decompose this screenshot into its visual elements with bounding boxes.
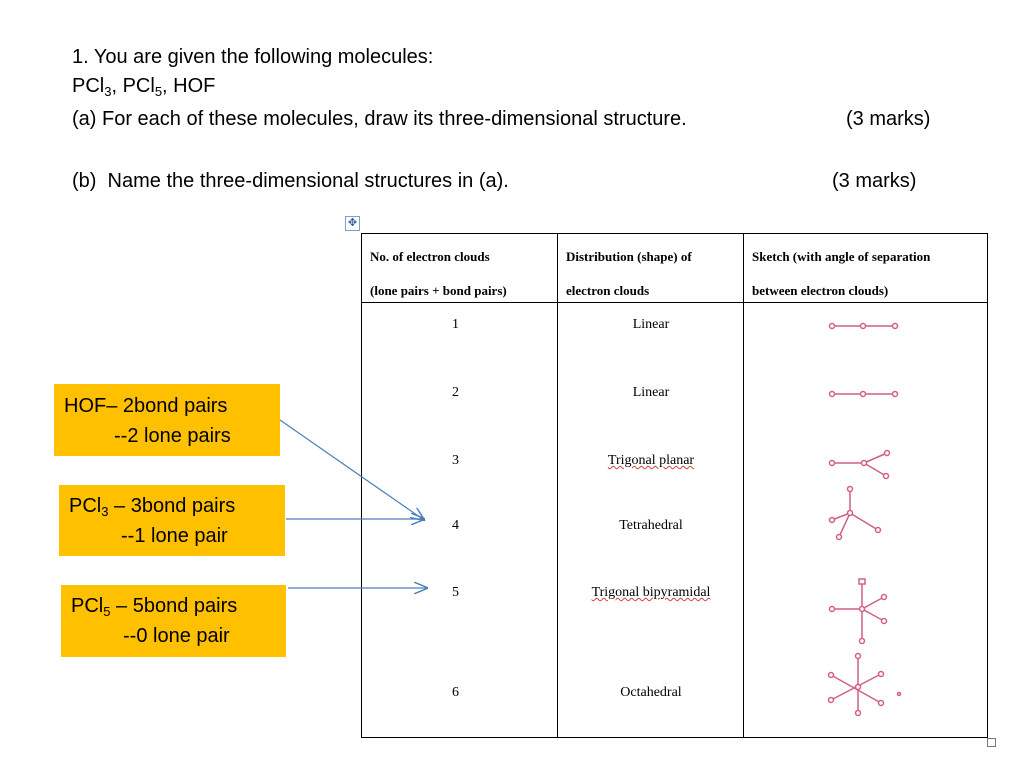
row-6-shape: Octahedral [620, 685, 682, 700]
question-line-1: 1. You are given the following molecules… [72, 46, 434, 68]
row-4-shape: Tetrahedral [619, 518, 683, 533]
part-b-marks: (3 marks) [832, 170, 917, 192]
callout-hof: HOF– 2bond pairs --2 lone pairs [54, 384, 280, 456]
question-part-a: (a) For each of these molecules, draw it… [72, 108, 687, 130]
linear-sketch-icon [828, 390, 899, 398]
header-sketch: Sketch (with angle of separation between… [752, 249, 931, 298]
table-move-handle-icon[interactable]: ✥ [345, 216, 360, 231]
row-1-clouds: 1 [452, 317, 459, 332]
trigonal-bipyramidal-sketch-icon [828, 578, 888, 645]
octahedral-sketch-icon [827, 652, 902, 717]
callout-pcl3: PCl3 – 3bond pairs --1 lone pair [59, 485, 285, 556]
row-6-clouds: 6 [452, 685, 459, 700]
question-molecules: PCl3, PCl5, HOF [72, 75, 216, 99]
linear-sketch-icon [828, 322, 899, 330]
molecule-pcl5: , PCl [111, 75, 155, 97]
tetrahedral-sketch-icon [828, 485, 882, 541]
question-part-b: (b) Name the three-dimensional structure… [72, 170, 509, 192]
table-resize-handle-icon[interactable] [987, 738, 996, 747]
row-1-shape: Linear [632, 317, 670, 332]
trigonal-planar-sketch-icon [828, 449, 891, 480]
row-2-clouds: 2 [452, 385, 459, 400]
molecule-hof: , HOF [162, 75, 216, 97]
part-a-marks: (3 marks) [846, 108, 931, 130]
row-5-clouds: 5 [452, 585, 459, 600]
callout-pcl5: PCl5 – 5bond pairs --0 lone pair [61, 585, 286, 657]
header-clouds: No. of electron clouds (lone pairs + bon… [370, 249, 507, 298]
header-distribution: Distribution (shape) of electron clouds [566, 249, 692, 298]
molecule-pcl3: PCl [72, 75, 105, 97]
row-2-shape: Linear [632, 385, 670, 400]
row-5-shape: Trigonal bipyramidal [591, 585, 711, 600]
row-3-shape: Trigonal planar [607, 453, 695, 468]
row-3-clouds: 3 [452, 453, 459, 468]
arrow-hof [279, 419, 424, 520]
row-4-clouds: 4 [452, 518, 459, 533]
electron-cloud-table: No. of electron clouds (lone pairs + bon… [361, 233, 988, 738]
